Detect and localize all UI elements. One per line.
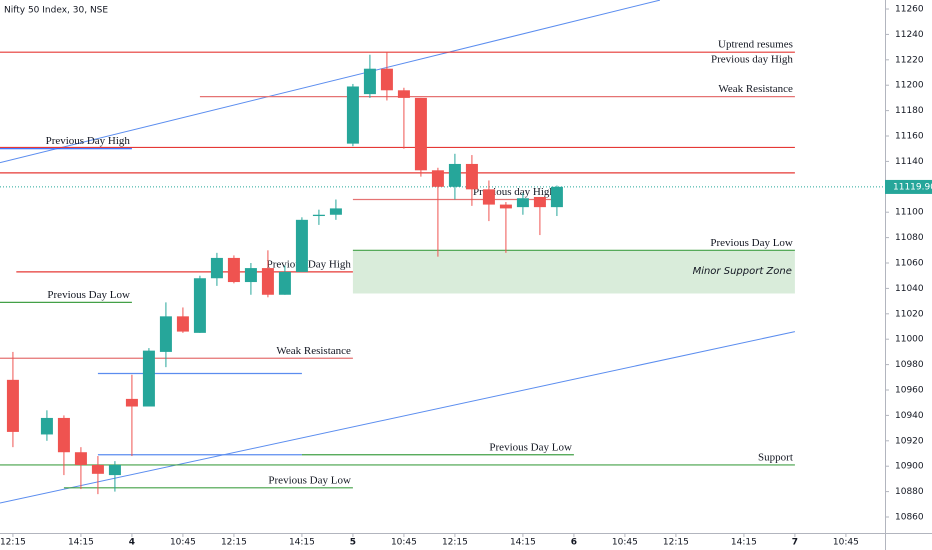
x-tick-label: 10:45 [170,538,196,548]
level-label: Weak Resistance [718,83,793,95]
y-tick-label: 11140 [895,157,924,167]
y-tick-label: 11200 [895,81,924,91]
zone-label: Minor Support Zone [693,266,792,277]
candle-body [431,170,444,187]
trend-line [0,0,661,164]
level-label: Uptrend resumes [718,39,793,51]
y-tick-label: 11260 [895,5,924,15]
candle-body [74,452,87,465]
candle-body [142,350,155,407]
y-tick-label: 10980 [895,360,924,370]
candle-body [244,268,257,283]
y-tick-label: 11220 [895,55,924,65]
candle-body [380,68,393,91]
y-tick-label: 10960 [895,386,924,396]
y-tick-label: 11040 [895,284,924,294]
x-tick-label: 14:15 [68,538,94,548]
y-tick-label: 11240 [895,30,924,40]
x-tick-label: 12:15 [0,538,26,548]
y-tick-label: 11160 [895,132,924,142]
y-tick-label: 11100 [895,208,924,218]
level-label: Previous Day High [267,258,352,270]
candle-body [40,417,53,435]
level-label: Previous day High [711,54,793,66]
candle-body [278,271,291,295]
candle-body [482,189,495,205]
candle-body [312,214,325,217]
x-tick-label: 7 [792,538,798,548]
x-tick-label: 6 [571,538,577,548]
candle-body [210,257,223,279]
candle-body [176,316,189,332]
x-tick-label: 10:45 [391,538,417,548]
candle-body [227,257,240,283]
candle-body [159,316,172,352]
level-label: Previous Day Low [47,289,130,301]
level-label: Previous Day Low [268,474,351,486]
level-label: Support [758,451,793,463]
candle-body [57,417,70,453]
candle-body [193,278,206,333]
y-tick-label: 10940 [895,411,924,421]
y-tick-label: 10900 [895,462,924,472]
support-zone [352,250,795,294]
y-tick-label: 11180 [895,106,924,116]
x-tick-label: 10:45 [833,538,859,548]
y-tick-label: 11000 [895,335,924,345]
level-label: Weak Resistance [276,345,351,357]
candle-body [448,163,461,187]
y-tick-label: 11080 [895,233,924,243]
y-tick-label: 10880 [895,487,924,497]
x-tick-label: 14:15 [731,538,757,548]
candle-body [533,196,546,208]
candle-body [108,464,121,476]
candle-body [329,208,342,215]
x-tick-label: 5 [350,538,356,548]
candle-body [6,379,19,432]
x-tick-label: 12:15 [442,538,468,548]
candle-body [550,186,563,208]
last-price-label: 11119.90 [893,182,932,192]
candle-body [499,204,512,209]
level-label: Previous Day High [46,135,131,147]
x-tick-label: 12:15 [663,538,689,548]
candle-body [363,68,376,95]
y-tick-label: 11060 [895,259,924,269]
x-tick-label: 10:45 [612,538,638,548]
level-label: Previous Day Low [710,237,793,249]
y-tick-label: 10860 [895,512,924,522]
candle-body [125,398,138,407]
chart-title: Nifty 50 Index, 30, NSE [4,6,108,16]
x-tick-label: 14:15 [510,538,536,548]
y-tick-label: 11020 [895,309,924,319]
candle-body [261,268,274,295]
candle-body [91,464,104,474]
level-label: Previous Day Low [489,441,572,453]
x-tick-label: 14:15 [289,538,315,548]
candle-body [516,198,529,208]
trend-line [0,331,796,504]
y-tick-label: 10920 [895,436,924,446]
candle-body [414,97,427,171]
x-tick-label: 12:15 [221,538,247,548]
x-tick-label: 4 [129,538,135,548]
candle-body [346,86,359,144]
candle-body [295,219,308,272]
candle-body [465,163,478,190]
last-price-box [885,179,932,194]
candle-body [397,90,410,98]
